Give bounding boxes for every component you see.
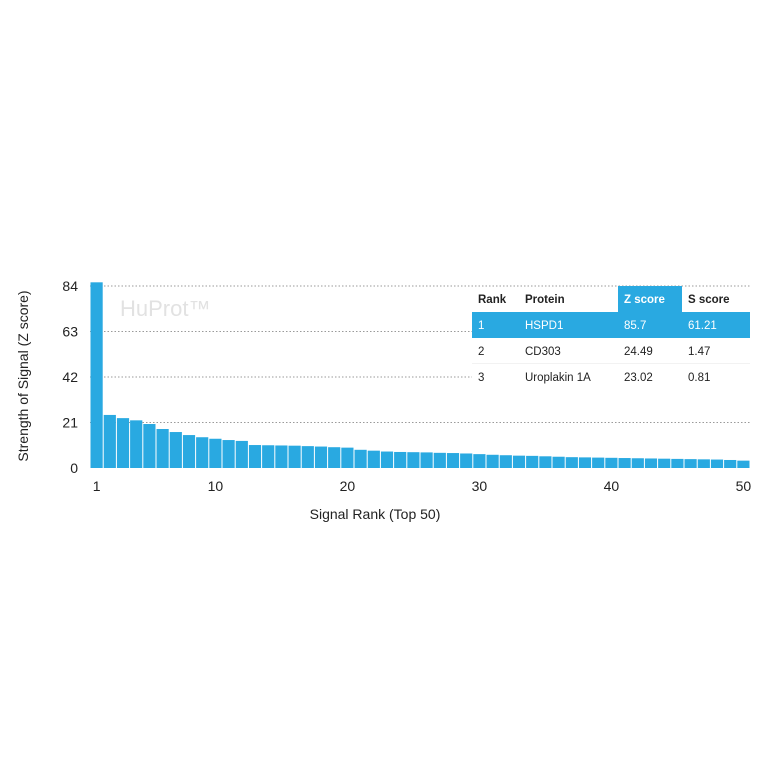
bar — [90, 282, 103, 468]
x-tick-label: 40 — [604, 478, 620, 494]
bar — [182, 435, 196, 468]
x-tick-label: 20 — [340, 478, 356, 494]
bar — [328, 447, 341, 468]
bar — [512, 455, 526, 468]
bar — [235, 440, 248, 468]
bar — [143, 424, 156, 468]
table-row — [472, 312, 750, 338]
table-cell: 85.7 — [624, 320, 646, 332]
y-tick-label: 0 — [70, 460, 78, 476]
y-tick-label: 84 — [62, 278, 78, 294]
table-cell: 1.47 — [688, 346, 710, 358]
bar — [671, 458, 684, 468]
y-tick-label: 21 — [62, 415, 78, 431]
y-axis-title: Strength of Signal (Z score) — [15, 290, 31, 461]
table-row — [472, 364, 750, 390]
bar — [565, 457, 578, 468]
bar — [684, 459, 697, 468]
x-tick-label: 30 — [472, 478, 488, 494]
bar — [196, 437, 209, 468]
x-tick-label: 50 — [736, 478, 752, 494]
bar — [618, 458, 631, 468]
bar — [486, 454, 499, 468]
table-cell: CD303 — [525, 346, 561, 358]
x-tick-labels: 1 10 20 30 40 50 — [93, 478, 752, 494]
bar — [710, 459, 724, 468]
bar — [658, 458, 671, 468]
bar — [697, 459, 710, 468]
table-header-cell: Rank — [478, 294, 507, 306]
x-tick-label: 10 — [208, 478, 224, 494]
table-header-cell: S score — [688, 294, 730, 306]
bar — [460, 453, 473, 468]
bar — [592, 457, 605, 468]
bar — [209, 438, 222, 468]
bar — [446, 453, 460, 468]
bar — [341, 447, 354, 468]
bar — [420, 452, 433, 468]
bar — [103, 414, 116, 468]
bar — [499, 455, 512, 468]
bar — [169, 432, 182, 468]
y-tick-label: 63 — [62, 324, 78, 340]
table-cell: 1 — [478, 320, 484, 332]
bar — [354, 449, 367, 468]
bar — [737, 460, 750, 468]
table-cell: 0.81 — [688, 372, 710, 384]
x-tick-label: 1 — [93, 478, 101, 494]
bar — [156, 429, 169, 468]
bar — [288, 445, 301, 468]
bar — [473, 454, 486, 468]
y-tick-label: 42 — [62, 369, 78, 385]
bar — [130, 420, 143, 468]
bar — [262, 445, 275, 468]
bar — [394, 451, 407, 468]
bar — [407, 452, 420, 468]
table-header-cell: Z score — [624, 294, 665, 306]
bar — [526, 455, 539, 468]
table-cell: 24.49 — [624, 346, 653, 358]
table-cell: Uroplakin 1A — [525, 372, 591, 384]
table-cell: 61.21 — [688, 320, 717, 332]
bar — [314, 446, 328, 468]
x-axis-title: Signal Rank (Top 50) — [310, 506, 441, 522]
table-header-highlight — [618, 286, 682, 312]
y-tick-labels: 0 21 42 63 84 — [62, 278, 78, 476]
bar — [644, 458, 658, 468]
bar — [380, 451, 394, 468]
bar — [631, 458, 644, 468]
table-cell: 2 — [478, 346, 484, 358]
bar — [605, 457, 618, 468]
table-cell: HSPD1 — [525, 320, 563, 332]
bar — [578, 457, 592, 468]
bar — [433, 452, 446, 468]
table-header-cell: Protein — [525, 294, 565, 306]
bar — [116, 418, 130, 468]
bar — [367, 450, 380, 468]
top-hits-table: Rank Protein Z score S score 1 HSPD1 85.7 61.21… — [472, 286, 750, 390]
watermark: HuProt™ — [120, 296, 210, 321]
bar — [539, 456, 552, 468]
bar — [724, 459, 737, 468]
table-row — [472, 338, 750, 364]
bar — [248, 445, 262, 468]
bar — [222, 440, 235, 468]
bar — [552, 456, 565, 468]
bar — [301, 446, 314, 468]
table-cell: 3 — [478, 372, 484, 384]
bars — [90, 282, 750, 468]
table-cell: 23.02 — [624, 372, 653, 384]
bar — [275, 445, 288, 468]
